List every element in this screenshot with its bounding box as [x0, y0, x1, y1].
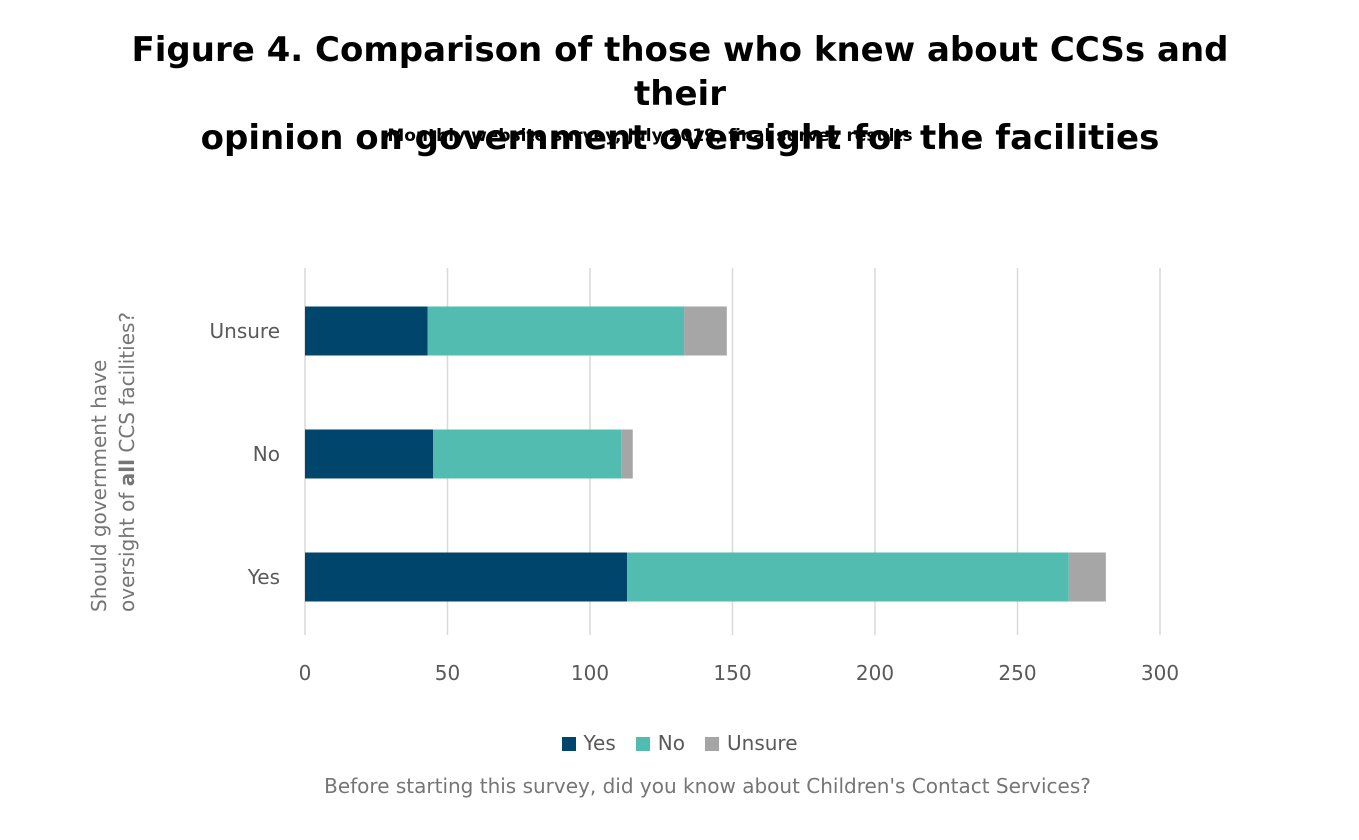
- x-axis-label: Before starting this survey, did you kno…: [324, 774, 1091, 798]
- x-tick-label-0: 0: [299, 661, 312, 685]
- bar-yes-unsure: [1068, 552, 1106, 602]
- x-tick-label-200: 200: [856, 661, 894, 685]
- x-tick-label-100: 100: [571, 661, 609, 685]
- legend-swatch-unsure: [705, 736, 719, 751]
- legend: Yes No Unsure: [0, 729, 1359, 755]
- legend-label-no: No: [657, 730, 685, 755]
- bar-no-yes: [305, 429, 434, 479]
- bar-unsure-yes: [305, 306, 428, 356]
- bar-chart: 0 50 100 150 200 250 300 Yes No Unsure Should go…: [87, 268, 1179, 685]
- y-axis-label-line-2: oversight of all CCS facilities?: [115, 312, 139, 612]
- category-label-no: No: [253, 442, 280, 466]
- legend-label-unsure: Unsure: [727, 730, 798, 755]
- bar-unsure-no: [427, 306, 685, 356]
- legend-label-yes: Yes: [583, 730, 616, 755]
- bar-yes-yes: [305, 552, 628, 602]
- legend-item-no: No: [635, 730, 685, 755]
- y-axis-label-line-1: Should government have: [87, 360, 111, 612]
- chart-title: Figure 4. Comparison of those who knew a…: [90, 28, 1270, 160]
- x-tick-label-150: 150: [713, 661, 751, 685]
- x-tick-label-300: 300: [1141, 661, 1179, 685]
- bar-no-unsure: [621, 429, 633, 479]
- category-labels: Yes No Unsure: [210, 319, 281, 589]
- legend-swatch-no: [635, 736, 650, 751]
- bar-no-no: [433, 429, 622, 479]
- legend-item-yes: Yes: [561, 730, 616, 755]
- category-label-unsure: Unsure: [210, 319, 281, 343]
- legend-swatch-yes: [561, 736, 576, 751]
- bar-unsure-unsure: [684, 306, 727, 356]
- chart-title-line-2: opinion on government oversight for the …: [200, 118, 1160, 158]
- legend-item-unsure: Unsure: [705, 731, 798, 755]
- chart-title-line-1: Figure 4. Comparison of those who knew a…: [131, 30, 1229, 114]
- bar-yes-no: [627, 552, 1069, 602]
- chart-subtitle: Monthly website survey, July 2019, final…: [387, 126, 913, 146]
- x-tick-label-50: 50: [435, 661, 460, 685]
- x-tick-labels: 0 50 100 150 200 250 300: [299, 661, 1179, 685]
- x-tick-label-250: 250: [998, 661, 1036, 685]
- category-label-yes: Yes: [247, 565, 280, 589]
- bars: [305, 306, 1106, 602]
